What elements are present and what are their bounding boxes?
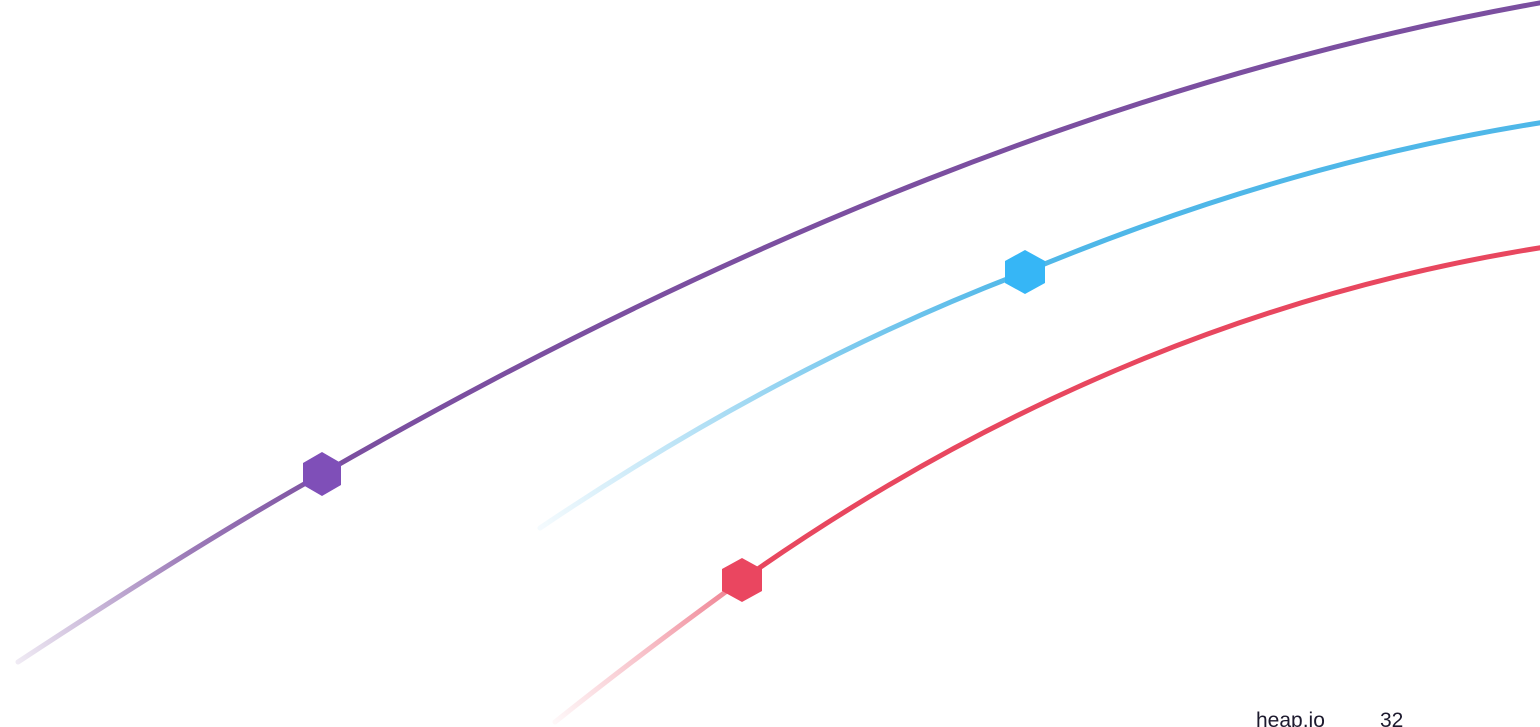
- hexagon-node-icon: [1005, 250, 1045, 294]
- blue-curve: [1022, 120, 1540, 275]
- purple-curve: [319, 0, 1540, 477]
- blue-curve-fade: [537, 269, 1028, 531]
- page-number: 32: [1380, 709, 1404, 727]
- red-curve: [739, 245, 1540, 583]
- footer-site-link[interactable]: heap.io: [1256, 709, 1325, 727]
- purple-curve-fade: [15, 471, 325, 665]
- hexagon-node-icon: [303, 452, 341, 496]
- hexagon-node-icon: [722, 558, 762, 602]
- red-curve-fade: [552, 577, 745, 725]
